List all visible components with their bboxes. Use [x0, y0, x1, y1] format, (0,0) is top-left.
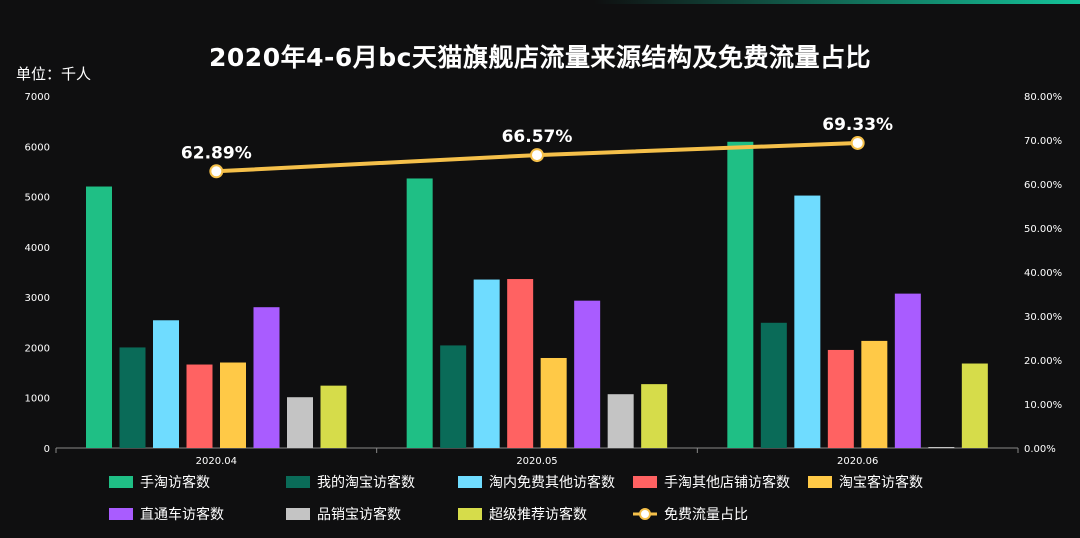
- x-tick-label: 2020.04: [196, 456, 237, 467]
- bar: [861, 340, 888, 448]
- legend-swatch: [458, 508, 482, 520]
- legend-line-marker: [639, 508, 651, 520]
- chart-title: 2020年4-6月bc天猫旗舰店流量来源结构及免费流量占比: [209, 43, 871, 72]
- bar: [894, 293, 921, 448]
- bar: [86, 186, 112, 448]
- legend-swatch: [458, 476, 482, 488]
- bar: [320, 385, 347, 448]
- bar: [406, 178, 433, 448]
- y-tick-label: 3000: [25, 293, 50, 304]
- legend-swatch: [808, 476, 832, 488]
- bar: [153, 320, 179, 448]
- bar: [119, 347, 146, 448]
- y2-tick-label: 30.00%: [1024, 312, 1062, 323]
- y-tick-label: 7000: [25, 92, 50, 103]
- line-point: [850, 135, 865, 150]
- bar: [607, 394, 634, 448]
- bar: [727, 141, 754, 448]
- bar: [287, 397, 313, 448]
- unit-label: 单位：千人: [16, 65, 92, 83]
- legend-label: 手淘访客数: [140, 474, 210, 491]
- bar: [540, 357, 567, 448]
- legend-label: 淘宝客访客数: [839, 474, 923, 491]
- bar: [827, 349, 854, 448]
- legend-label: 直通车访客数: [140, 506, 224, 523]
- legend-swatch: [109, 476, 133, 488]
- bar: [473, 279, 500, 448]
- bar: [253, 307, 280, 448]
- bar: [507, 279, 534, 448]
- x-tick-label: 2020.06: [837, 456, 878, 467]
- legend-label: 手淘其他店铺访客数: [664, 474, 790, 491]
- bar: [794, 195, 821, 448]
- legend-label: 我的淘宝访客数: [317, 474, 415, 491]
- data-label: 69.33%: [822, 115, 893, 135]
- legend-label: 淘内免费其他访客数: [489, 474, 615, 491]
- legend-swatch: [633, 476, 657, 488]
- bar: [440, 345, 467, 448]
- y2-tick-label: 80.00%: [1024, 92, 1062, 103]
- y2-tick-label: 70.00%: [1024, 136, 1062, 147]
- bar: [961, 363, 988, 448]
- y2-tick-label: 60.00%: [1024, 180, 1062, 191]
- line-point: [209, 164, 224, 179]
- bar: [186, 364, 213, 448]
- y-tick-label: 0: [44, 444, 50, 455]
- bar: [760, 322, 787, 448]
- bar: [220, 362, 246, 448]
- data-label: 62.89%: [181, 143, 252, 163]
- y-tick-label: 5000: [25, 193, 50, 204]
- legend-swatch: [109, 508, 133, 520]
- data-label: 66.57%: [502, 127, 573, 147]
- top-accent-bar: [0, 0, 1080, 4]
- legend-label: 品销宝访客数: [317, 506, 401, 523]
- y2-tick-label: 0.00%: [1024, 444, 1056, 455]
- legend-swatch: [286, 508, 310, 520]
- y-tick-label: 2000: [25, 343, 50, 354]
- line-point: [530, 148, 544, 163]
- y2-tick-label: 40.00%: [1024, 268, 1062, 279]
- legend-label: 超级推荐访客数: [489, 506, 587, 523]
- y-tick-label: 6000: [25, 142, 50, 153]
- bar: [928, 447, 955, 448]
- y2-tick-label: 10.00%: [1024, 400, 1062, 411]
- bar: [574, 300, 601, 448]
- legend-swatch: [286, 476, 310, 488]
- y-tick-label: 4000: [25, 243, 50, 254]
- legend-label: 免费流量占比: [664, 507, 748, 523]
- y-tick-label: 1000: [25, 394, 50, 405]
- y2-tick-label: 20.00%: [1024, 356, 1062, 367]
- bar: [641, 384, 668, 448]
- x-tick-label: 2020.05: [516, 456, 557, 467]
- y2-tick-label: 50.00%: [1024, 224, 1062, 235]
